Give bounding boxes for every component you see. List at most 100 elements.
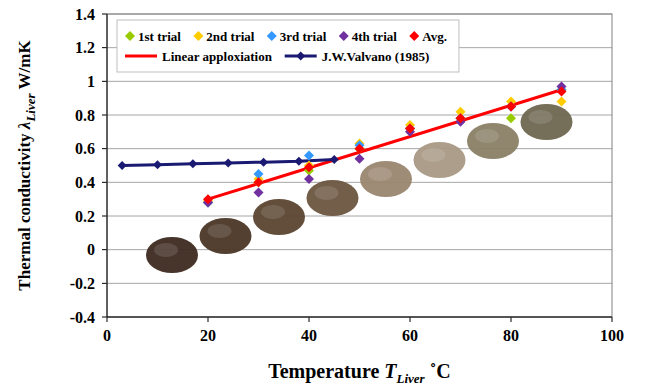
data-point: [254, 177, 264, 187]
data-point: [203, 194, 213, 204]
data-point: [405, 123, 415, 133]
data-point: [506, 113, 516, 123]
liver-photos: [146, 104, 573, 273]
y-tick: [102, 148, 107, 149]
x-tick: [612, 317, 613, 322]
legend-marker: [339, 31, 349, 41]
grid-line: [107, 283, 612, 284]
y-axis-title: Thermal conductivity λLiver W/mK: [15, 40, 38, 291]
legend-label: J.W.Valvano (1985): [322, 49, 430, 64]
y-tick-label: -0.2: [70, 275, 95, 292]
y-tick: [102, 317, 107, 318]
y-tick: [102, 47, 107, 48]
x-tick-label: 20: [200, 327, 216, 344]
grid-line: [107, 182, 612, 183]
axis-title-main: Thermal conductivity: [15, 129, 34, 291]
x-axis-line: [107, 317, 612, 318]
liver-photo-highlight: [208, 224, 232, 238]
data-point: [304, 150, 314, 160]
x-axis-title: Temperature TLiver ˚C: [268, 360, 451, 386]
y-tick: [102, 182, 107, 183]
data-point: [557, 97, 567, 107]
legend-marker: [193, 31, 203, 41]
legend-marker: [267, 31, 277, 41]
x-tick: [511, 317, 512, 322]
data-point: [557, 86, 567, 96]
plot-frame: [107, 14, 612, 317]
x-tick: [107, 317, 108, 322]
legend-marker: [296, 52, 305, 61]
y-tick: [102, 115, 107, 116]
liver-photo: [360, 161, 412, 197]
liver-photo-highlight: [422, 148, 446, 162]
axis-title-subscript: Liver: [396, 371, 426, 386]
grid-line: [107, 317, 612, 318]
data-point: [355, 144, 365, 154]
liver-photo-highlight: [368, 167, 392, 181]
y-tick: [102, 283, 107, 284]
y-tick-label: 0.6: [75, 140, 95, 157]
y-tick-label: 1.4: [75, 6, 95, 23]
y-tick-label: 0.8: [75, 107, 95, 124]
data-point: [506, 102, 516, 112]
legend-label: 2nd trial: [206, 29, 254, 44]
data-point: [304, 174, 314, 184]
legend-label: Avg.: [422, 29, 447, 44]
data-point: [304, 162, 314, 172]
data-group: [118, 81, 567, 207]
data-point: [153, 160, 162, 169]
data-point: [294, 157, 303, 166]
legend-label: 4th trial: [352, 29, 398, 44]
liver-photo: [521, 104, 573, 140]
data-point: [224, 158, 233, 167]
y-tick: [102, 81, 107, 82]
data-point: [506, 102, 516, 112]
legend-line: [125, 55, 157, 58]
y-tick-label: 0.4: [75, 174, 95, 191]
axis-title-symbol: T: [384, 360, 397, 382]
legend: 1st trial 2nd trial 3rd trial 4th trial Avg.…: [117, 20, 459, 72]
series-line: [208, 90, 562, 199]
legend-label: 3rd trial: [280, 29, 327, 44]
axis-title-unit: ˚C: [425, 360, 451, 382]
y-tick-label: 0.2: [75, 208, 95, 225]
axis-title-main: Temperature: [268, 360, 384, 383]
legend-box: [117, 20, 459, 72]
axis-title-subscript: Liver: [23, 92, 38, 122]
y-tick: [102, 14, 107, 15]
x-tick-label: 80: [503, 327, 519, 344]
liver-photo: [467, 123, 519, 159]
y-tick-label: 1: [87, 73, 95, 90]
x-tick: [208, 317, 209, 322]
y-tick-label: 0: [87, 241, 95, 258]
y-tick-label: 1.2: [75, 39, 95, 56]
data-point: [330, 155, 339, 164]
grid-line: [107, 81, 612, 82]
y-tick-label: -0.4: [70, 309, 95, 326]
liver-photo-highlight: [261, 205, 285, 219]
grid-line: [107, 216, 612, 217]
liver-photo: [253, 199, 305, 235]
liver-photo-highlight: [529, 110, 553, 124]
axis-title-unit: W/mK: [15, 40, 34, 94]
data-point: [118, 161, 127, 170]
liver-photo: [307, 180, 359, 216]
data-point: [456, 113, 466, 123]
liver-photo: [200, 218, 252, 254]
legend-label: Linear apploxiation: [162, 49, 273, 64]
liver-photo: [146, 237, 198, 273]
legend-marker: [409, 31, 419, 41]
data-point: [355, 154, 365, 164]
x-tick: [309, 317, 310, 322]
data-point: [188, 159, 197, 168]
liver-photo-highlight: [315, 186, 339, 200]
y-axis-line: [107, 14, 108, 317]
liver-photo-highlight: [475, 129, 499, 143]
legend-marker: [125, 31, 135, 41]
x-tick: [410, 317, 411, 322]
plot-area: [107, 14, 612, 317]
liver-photo-highlight: [154, 243, 178, 257]
x-tick-label: 0: [103, 327, 111, 344]
x-tick-label: 40: [301, 327, 317, 344]
legend-label: 1st trial: [138, 29, 181, 44]
